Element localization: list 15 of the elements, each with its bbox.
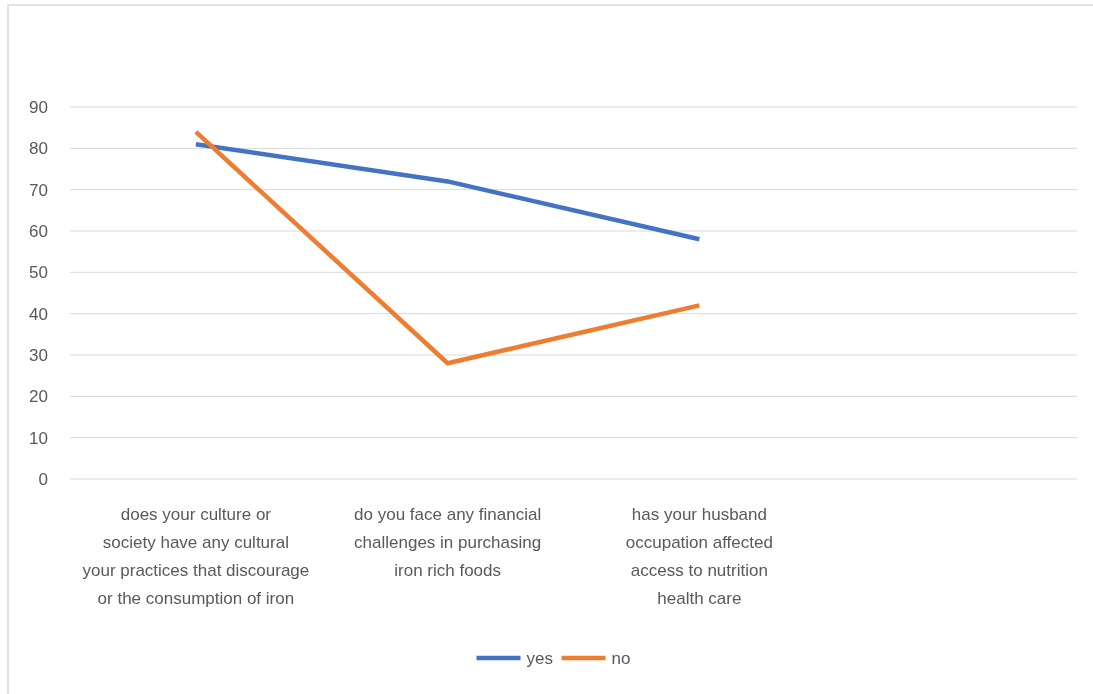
y-tick-label: 50 bbox=[29, 263, 48, 283]
y-tick-label: 40 bbox=[29, 304, 48, 324]
x-tick-label: do you face any financial challenges in purchasing iron rich foods bbox=[354, 505, 542, 580]
x-tick-label: has your husband occupation affected access to nutrition health care bbox=[625, 505, 773, 608]
y-tick-label: 60 bbox=[29, 221, 48, 241]
y-tick-label: 30 bbox=[29, 345, 48, 365]
legend-label: no bbox=[611, 648, 631, 668]
y-tick-label: 0 bbox=[38, 469, 48, 489]
y-tick-label: 90 bbox=[29, 97, 48, 117]
x-tick-label: does your culture or society have any cultural your practices that discourage or the consumption of iron bbox=[82, 505, 310, 608]
y-tick-label: 70 bbox=[29, 180, 48, 200]
y-tick-label: 20 bbox=[29, 387, 48, 407]
y-tick-label: 80 bbox=[29, 139, 48, 159]
legend-label: yes bbox=[526, 648, 553, 668]
y-tick-label: 10 bbox=[29, 428, 48, 448]
